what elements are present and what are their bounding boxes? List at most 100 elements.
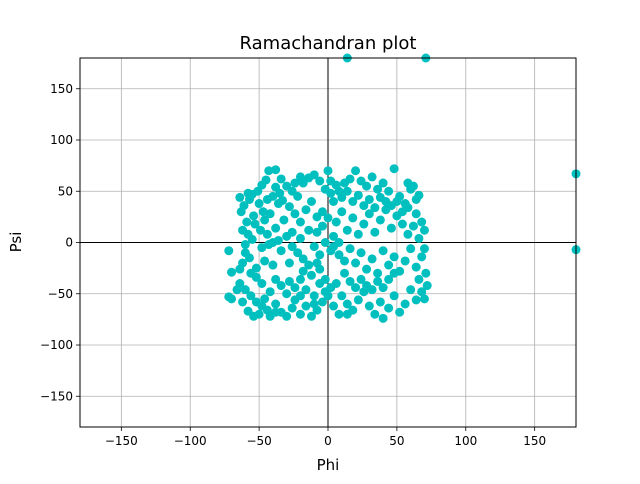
x-tick-label: 150 [523,434,546,448]
data-point [364,301,374,311]
data-point [304,260,314,270]
data-point [287,303,297,313]
data-point [293,191,303,201]
data-point [337,192,347,202]
data-point [345,174,355,184]
data-point [246,268,256,278]
data-point [323,166,333,176]
data-point [367,172,377,182]
data-point [323,213,333,223]
data-point [320,238,330,247]
data-point [290,209,300,219]
data-point [348,197,358,206]
data-point [301,301,311,311]
data-point [295,274,305,284]
data-point [304,225,314,235]
data-point [331,217,341,227]
data-point [359,219,369,229]
data-point [301,205,311,215]
data-point [326,188,336,198]
data-point [353,190,363,200]
data-point [276,174,286,184]
data-point [295,233,305,243]
x-axis-label: Phi [317,456,340,474]
data-point [260,256,270,266]
data-point [403,203,413,213]
data-point [342,299,352,309]
data-point [386,223,396,233]
data-point [238,297,248,307]
data-point [295,172,305,182]
data-point [384,260,394,270]
data-point [353,295,363,305]
data-point [273,199,283,209]
data-point [356,248,366,258]
data-point [362,264,372,274]
data-point [290,178,300,188]
data-point [370,227,380,237]
x-tick-label: 0 [324,434,332,448]
data-point [378,313,388,323]
data-point [301,285,311,295]
data-point [227,294,237,304]
data-point [257,243,267,253]
data-point [295,309,305,319]
ticks: −150 −100 −50 0 50 100 150 −150 −100 −50 0 50 100 150 [40,82,546,448]
data-point [408,221,418,231]
data-point [364,194,374,204]
data-point [282,289,292,299]
data-point [331,180,341,190]
data-point [403,229,413,239]
data-point [261,175,271,185]
data-point [370,203,380,213]
data-point [306,270,316,280]
data-point [411,262,421,272]
y-tick-label: 50 [58,184,73,198]
data-point [271,223,281,233]
data-point [397,219,407,229]
data-point [395,307,405,317]
data-point [249,211,259,221]
data-point [384,274,394,284]
data-point [342,225,352,235]
data-point [264,166,274,176]
data-point [392,197,402,206]
data-point [271,299,281,309]
data-point [265,287,275,297]
data-point [329,231,339,241]
data-point [287,242,297,252]
data-point [309,170,319,180]
data-point [265,209,275,219]
data-point [246,291,256,301]
data-point [240,285,250,295]
data-point [373,276,383,286]
data-point [367,285,377,295]
data-point [334,238,344,247]
data-point [238,225,248,235]
data-point [262,229,272,239]
data-point [351,283,361,293]
data-point [345,276,355,286]
data-point [323,291,333,301]
data-point [268,238,278,247]
data-point [359,201,369,211]
data-point [337,207,347,217]
x-tick-label: −100 [174,434,207,448]
data-point [329,301,339,311]
data-point [351,258,361,268]
data-point [362,181,372,191]
data-point [309,291,319,301]
data-point [282,311,292,321]
chart-title: Ramachandran plot [240,33,417,54]
data-point [326,283,336,293]
data-point [298,254,308,264]
data-point [317,207,327,217]
data-point [306,311,316,321]
data-point [406,285,416,295]
y-tick-label: 0 [65,236,73,250]
data-point [290,283,300,293]
data-point [306,197,316,206]
data-point [255,225,265,235]
data-point [240,240,250,250]
